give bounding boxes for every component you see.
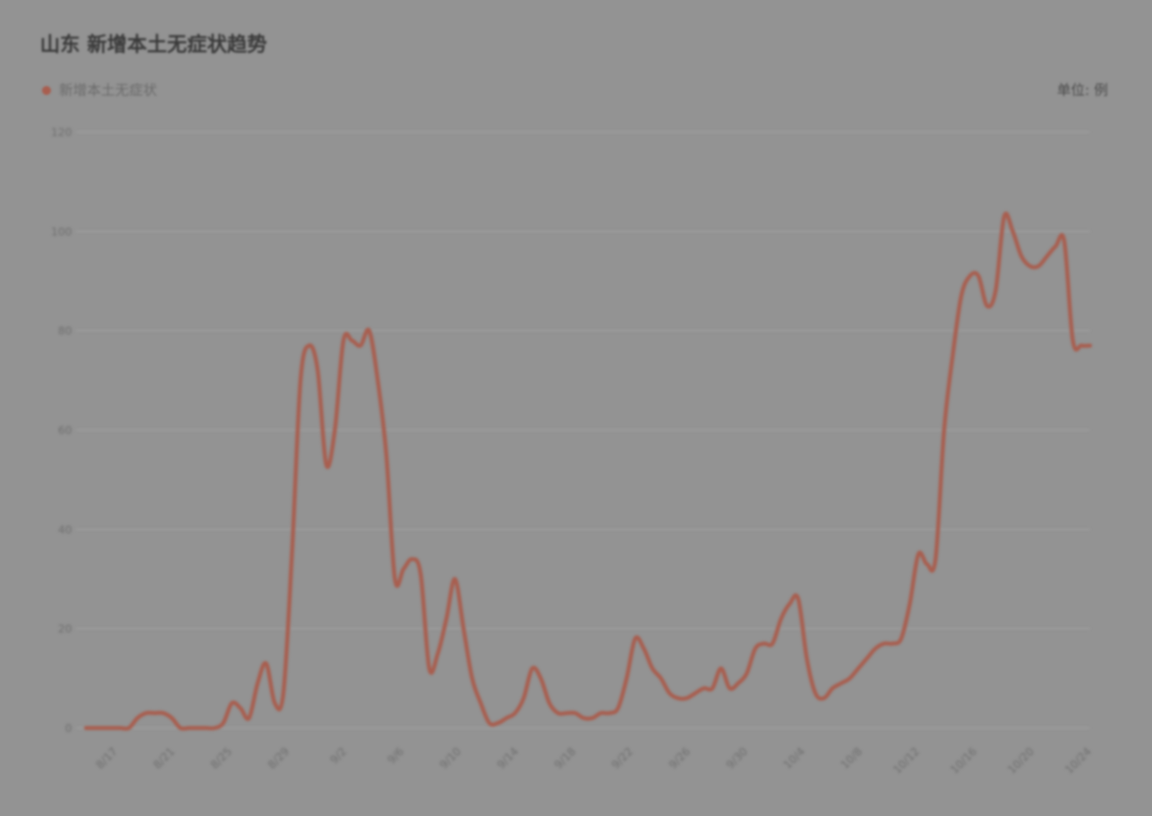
- x-tick-label: 10/8: [838, 745, 865, 772]
- y-axis: 0 20 40 60 80 100 120: [51, 126, 72, 735]
- x-tick-label: 9/22: [609, 745, 636, 772]
- series-line[interactable]: [84, 211, 1092, 731]
- x-tick-label: 9/26: [666, 745, 693, 772]
- x-tick-label: 8/17: [93, 745, 120, 772]
- series-group: [84, 211, 1092, 731]
- legend-label: 新增本土无症状: [59, 83, 157, 99]
- x-tick-label: 9/10: [437, 745, 464, 772]
- x-tick-label: 9/30: [724, 745, 751, 772]
- x-tick-label: 9/6: [385, 745, 407, 767]
- y-tick-label: 100: [51, 225, 72, 238]
- x-tick-label: 8/21: [151, 745, 178, 772]
- x-tick-label: 10/20: [1005, 745, 1037, 777]
- x-tick-label: 9/14: [495, 745, 522, 772]
- x-tick-label: 10/16: [948, 745, 980, 777]
- x-tick-label: 10/24: [1063, 745, 1095, 777]
- y-tick-label: 40: [58, 523, 72, 536]
- legend-marker: [42, 85, 51, 95]
- x-tick-label: 10/12: [891, 745, 923, 777]
- x-tick-label: 9/18: [552, 745, 579, 772]
- y-tick-label: 20: [58, 623, 72, 636]
- unit-label: 单位: 例: [1056, 83, 1108, 99]
- x-tick-label: 8/25: [208, 745, 235, 772]
- chart-title: 山东 新增本土无症状趋势: [40, 32, 267, 56]
- y-tick-label: 60: [58, 424, 72, 437]
- x-tick-label: 9/2: [328, 745, 350, 767]
- x-axis: 8/17 8/21 8/25 8/29 9/2 9/6 9/10 9/14 9/18 9/22 9/…: [93, 745, 1094, 777]
- x-tick-label: 10/4: [781, 745, 808, 772]
- y-tick-label: 80: [58, 325, 72, 338]
- grid-lines: [76, 131, 1090, 729]
- y-tick-label: 120: [51, 126, 72, 139]
- chart-legend[interactable]: 新增本土无症状: [42, 80, 157, 100]
- x-tick-label: 8/29: [265, 745, 292, 772]
- y-tick-label: 0: [65, 722, 72, 735]
